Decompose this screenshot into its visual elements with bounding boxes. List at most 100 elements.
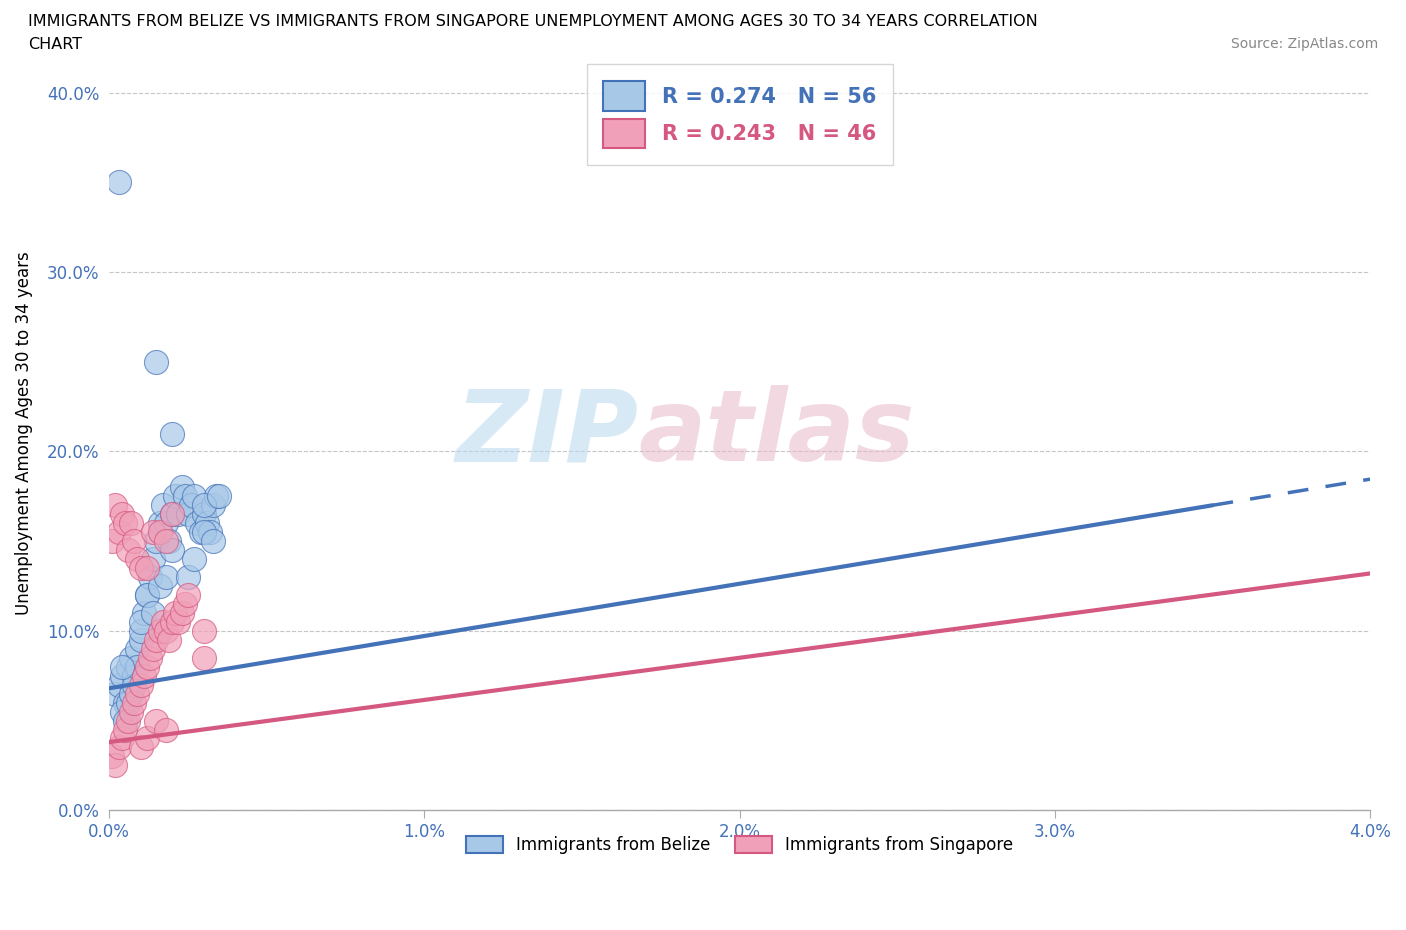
- Point: [127, 551, 149, 566]
- Point: [114, 696, 136, 711]
- Text: IMMIGRANTS FROM BELIZE VS IMMIGRANTS FROM SINGAPORE UNEMPLOYMENT AMONG AGES 30 T: IMMIGRANTS FROM BELIZE VS IMMIGRANTS FRO…: [28, 14, 1038, 29]
- Point: [111, 731, 134, 746]
- Point: [193, 650, 215, 665]
- Point: [120, 686, 142, 701]
- Y-axis label: Unemployment Among Ages 30 to 34 years: Unemployment Among Ages 30 to 34 years: [15, 252, 32, 616]
- Point: [142, 525, 165, 539]
- Point: [167, 615, 190, 630]
- Point: [127, 642, 149, 657]
- Point: [136, 588, 159, 603]
- Point: [145, 354, 167, 369]
- Point: [183, 551, 205, 566]
- Point: [136, 731, 159, 746]
- Point: [148, 516, 170, 531]
- Point: [142, 605, 165, 620]
- Point: [186, 516, 208, 531]
- Point: [127, 686, 149, 701]
- Point: [157, 534, 180, 549]
- Point: [193, 498, 215, 512]
- Point: [208, 489, 231, 504]
- Point: [104, 498, 127, 512]
- Point: [124, 696, 146, 711]
- Point: [157, 632, 180, 647]
- Point: [136, 588, 159, 603]
- Point: [114, 713, 136, 728]
- Point: [117, 543, 139, 558]
- Point: [101, 749, 124, 764]
- Point: [132, 605, 155, 620]
- Point: [124, 534, 146, 549]
- Point: [177, 569, 200, 584]
- Point: [114, 722, 136, 737]
- Point: [173, 596, 195, 611]
- Point: [148, 623, 170, 638]
- Point: [160, 507, 183, 522]
- Point: [155, 569, 177, 584]
- Point: [111, 704, 134, 719]
- Point: [177, 507, 200, 522]
- Point: [111, 659, 134, 674]
- Point: [205, 489, 228, 504]
- Point: [202, 534, 225, 549]
- Point: [160, 426, 183, 441]
- Point: [155, 623, 177, 638]
- Point: [104, 758, 127, 773]
- Point: [155, 516, 177, 531]
- Point: [117, 696, 139, 711]
- Point: [114, 516, 136, 531]
- Point: [170, 605, 193, 620]
- Point: [111, 669, 134, 684]
- Point: [180, 498, 202, 512]
- Point: [129, 623, 152, 638]
- Point: [101, 534, 124, 549]
- Point: [193, 507, 215, 522]
- Point: [107, 175, 129, 190]
- Point: [160, 543, 183, 558]
- Point: [129, 740, 152, 755]
- Point: [160, 615, 183, 630]
- Point: [136, 659, 159, 674]
- Point: [165, 489, 187, 504]
- Point: [139, 650, 162, 665]
- Point: [111, 507, 134, 522]
- Point: [117, 713, 139, 728]
- Point: [129, 561, 152, 576]
- Text: ZIP: ZIP: [456, 385, 638, 482]
- Point: [120, 704, 142, 719]
- Point: [193, 623, 215, 638]
- Point: [129, 632, 152, 647]
- Point: [155, 722, 177, 737]
- Point: [148, 525, 170, 539]
- Point: [129, 677, 152, 692]
- Point: [139, 569, 162, 584]
- Point: [107, 740, 129, 755]
- Legend: Immigrants from Belize, Immigrants from Singapore: Immigrants from Belize, Immigrants from …: [457, 828, 1022, 862]
- Point: [160, 507, 183, 522]
- Point: [107, 677, 129, 692]
- Point: [120, 650, 142, 665]
- Point: [104, 686, 127, 701]
- Point: [142, 642, 165, 657]
- Point: [120, 516, 142, 531]
- Point: [145, 632, 167, 647]
- Point: [170, 480, 193, 495]
- Point: [165, 605, 187, 620]
- Point: [129, 615, 152, 630]
- Point: [173, 489, 195, 504]
- Point: [195, 516, 218, 531]
- Text: atlas: atlas: [638, 385, 915, 482]
- Text: Source: ZipAtlas.com: Source: ZipAtlas.com: [1230, 37, 1378, 51]
- Point: [145, 713, 167, 728]
- Point: [190, 525, 212, 539]
- Point: [142, 551, 165, 566]
- Point: [127, 659, 149, 674]
- Point: [152, 615, 174, 630]
- Point: [145, 534, 167, 549]
- Point: [132, 669, 155, 684]
- Point: [136, 561, 159, 576]
- Point: [107, 525, 129, 539]
- Point: [198, 525, 221, 539]
- Point: [124, 669, 146, 684]
- Point: [117, 659, 139, 674]
- Point: [148, 578, 170, 593]
